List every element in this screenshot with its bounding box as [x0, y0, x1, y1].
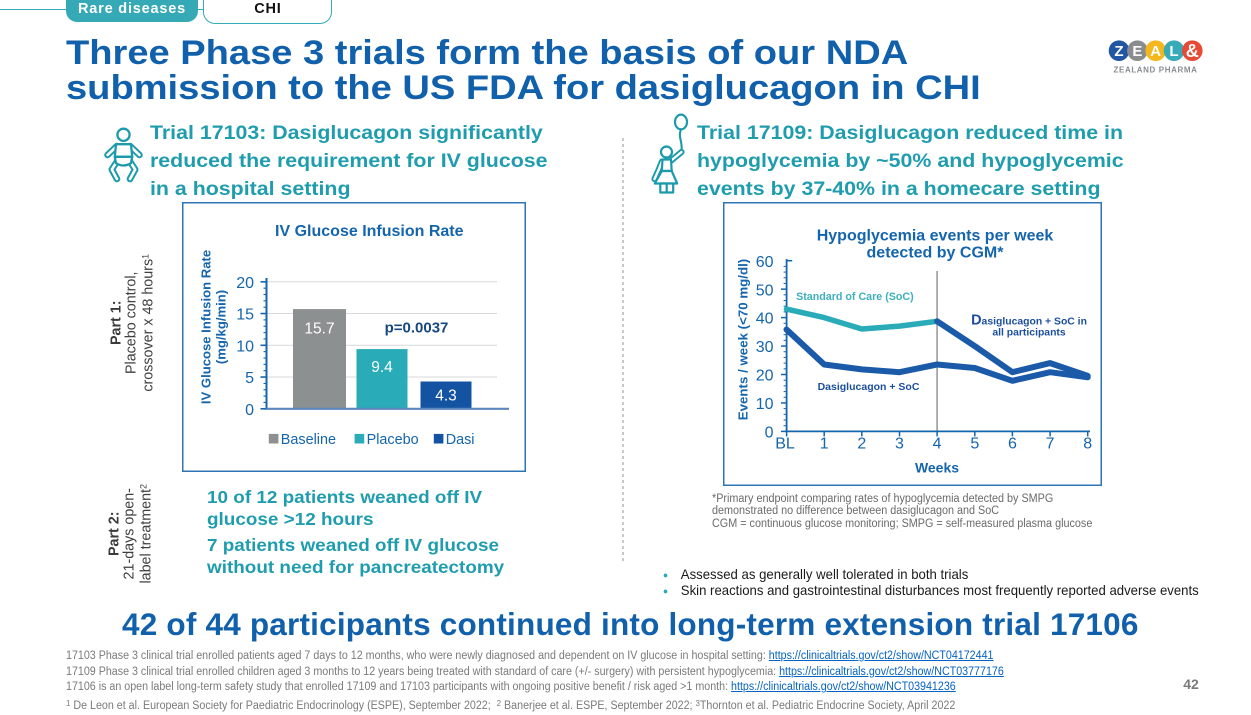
svg-text:15: 15	[236, 307, 254, 324]
svg-text:Placebo: Placebo	[367, 432, 419, 448]
svg-text:E: E	[1132, 43, 1142, 60]
svg-text:1: 1	[820, 436, 829, 453]
svg-text:0: 0	[245, 402, 254, 419]
svg-text:(mg/kg/min): (mg/kg/min)	[213, 290, 228, 364]
svg-text:all participants: all participants	[992, 328, 1066, 339]
svg-text:L: L	[1169, 43, 1178, 60]
svg-text:2: 2	[857, 436, 866, 453]
svg-text:Standard of Care (SoC): Standard of Care (SoC)	[796, 291, 914, 303]
svg-text:&: &	[1186, 41, 1199, 61]
svg-text:40: 40	[756, 311, 774, 328]
svg-text:Baseline: Baseline	[281, 432, 336, 448]
svg-text:IV Glucose Infusion Rate: IV Glucose Infusion Rate	[275, 223, 464, 240]
svg-text:Dasiglucagon + SoC in: Dasiglucagon + SoC in	[971, 312, 1087, 328]
svg-text:30: 30	[756, 339, 774, 356]
svg-text:3: 3	[895, 436, 904, 453]
svg-text:Events / week (<70 mg/dl): Events / week (<70 mg/dl)	[735, 259, 750, 420]
svg-text:BL: BL	[775, 436, 795, 453]
svg-text:4: 4	[933, 436, 942, 453]
svg-text:Hypoglycemia events per week: Hypoglycemia events per week	[817, 227, 1054, 244]
svg-text:15.7: 15.7	[304, 321, 334, 338]
svg-text:10: 10	[756, 396, 774, 413]
svg-text:5: 5	[970, 436, 979, 453]
svg-text:50: 50	[756, 282, 774, 299]
svg-text:5: 5	[245, 370, 254, 387]
svg-text:60: 60	[756, 254, 774, 271]
svg-text:ZEALAND PHARMA: ZEALAND PHARMA	[1114, 66, 1198, 75]
svg-text:4.3: 4.3	[435, 388, 457, 405]
svg-text:Z: Z	[1114, 43, 1123, 60]
svg-text:6: 6	[1008, 436, 1017, 453]
svg-text:A: A	[1150, 43, 1161, 60]
svg-text:20: 20	[756, 368, 774, 385]
svg-text:7: 7	[1046, 436, 1055, 453]
svg-text:detected by CGM*: detected by CGM*	[867, 245, 1005, 262]
svg-text:Dasi: Dasi	[446, 432, 475, 448]
svg-text:9.4: 9.4	[371, 359, 393, 376]
svg-text:p=0.0037: p=0.0037	[385, 320, 449, 337]
svg-text:Weeks: Weeks	[915, 459, 959, 475]
svg-text:Dasiglucagon + SoC: Dasiglucagon + SoC	[818, 381, 920, 393]
svg-text:8: 8	[1083, 436, 1092, 453]
svg-text:0: 0	[765, 425, 774, 442]
svg-text:10: 10	[236, 338, 254, 355]
svg-text:20: 20	[236, 275, 254, 292]
svg-text:IV Glucose Infusion Rate: IV Glucose Infusion Rate	[198, 250, 213, 404]
